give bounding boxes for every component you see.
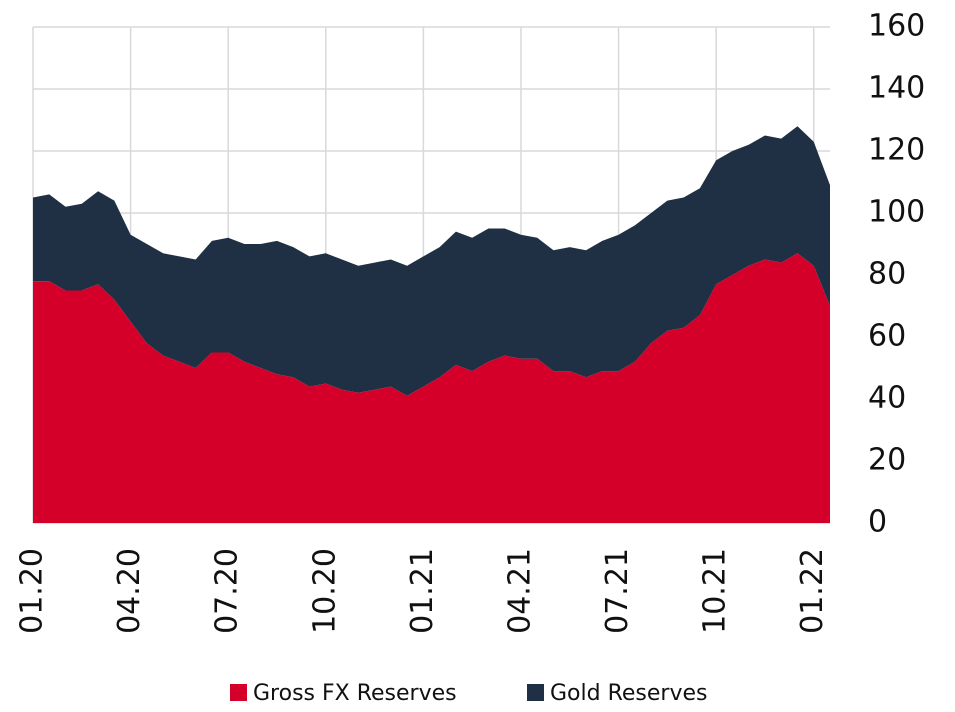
y-tick-label: 80: [868, 257, 906, 292]
legend-swatch: [527, 684, 544, 701]
x-tick-label: 01.20: [15, 548, 50, 634]
x-tick-label: 01.21: [405, 548, 440, 634]
y-tick-label: 60: [868, 319, 906, 354]
x-tick-label: 10.21: [698, 548, 733, 634]
area: [33, 126, 830, 396]
legend-label: Gold Reserves: [550, 681, 707, 706]
y-tick-label: 40: [868, 381, 906, 416]
y-tick-label: 0: [868, 505, 887, 540]
x-tick-label: 10.20: [307, 548, 342, 634]
x-tick-label: 07.20: [210, 548, 245, 634]
y-tick-label: 120: [868, 133, 925, 168]
x-tick-label: 07.21: [600, 548, 635, 634]
legend-swatch: [230, 684, 247, 701]
x-tick-label: 01.22: [795, 548, 830, 634]
y-tick-label: 140: [868, 71, 925, 106]
y-tick-label: 20: [868, 443, 906, 478]
y-tick-label: 160: [868, 9, 925, 44]
y-tick-label: 100: [868, 195, 925, 230]
area: [33, 253, 830, 524]
legend-label: Gross FX Reserves: [253, 681, 457, 706]
x-tick-label: 04.20: [112, 548, 147, 634]
x-tick-label: 04.21: [502, 548, 537, 634]
